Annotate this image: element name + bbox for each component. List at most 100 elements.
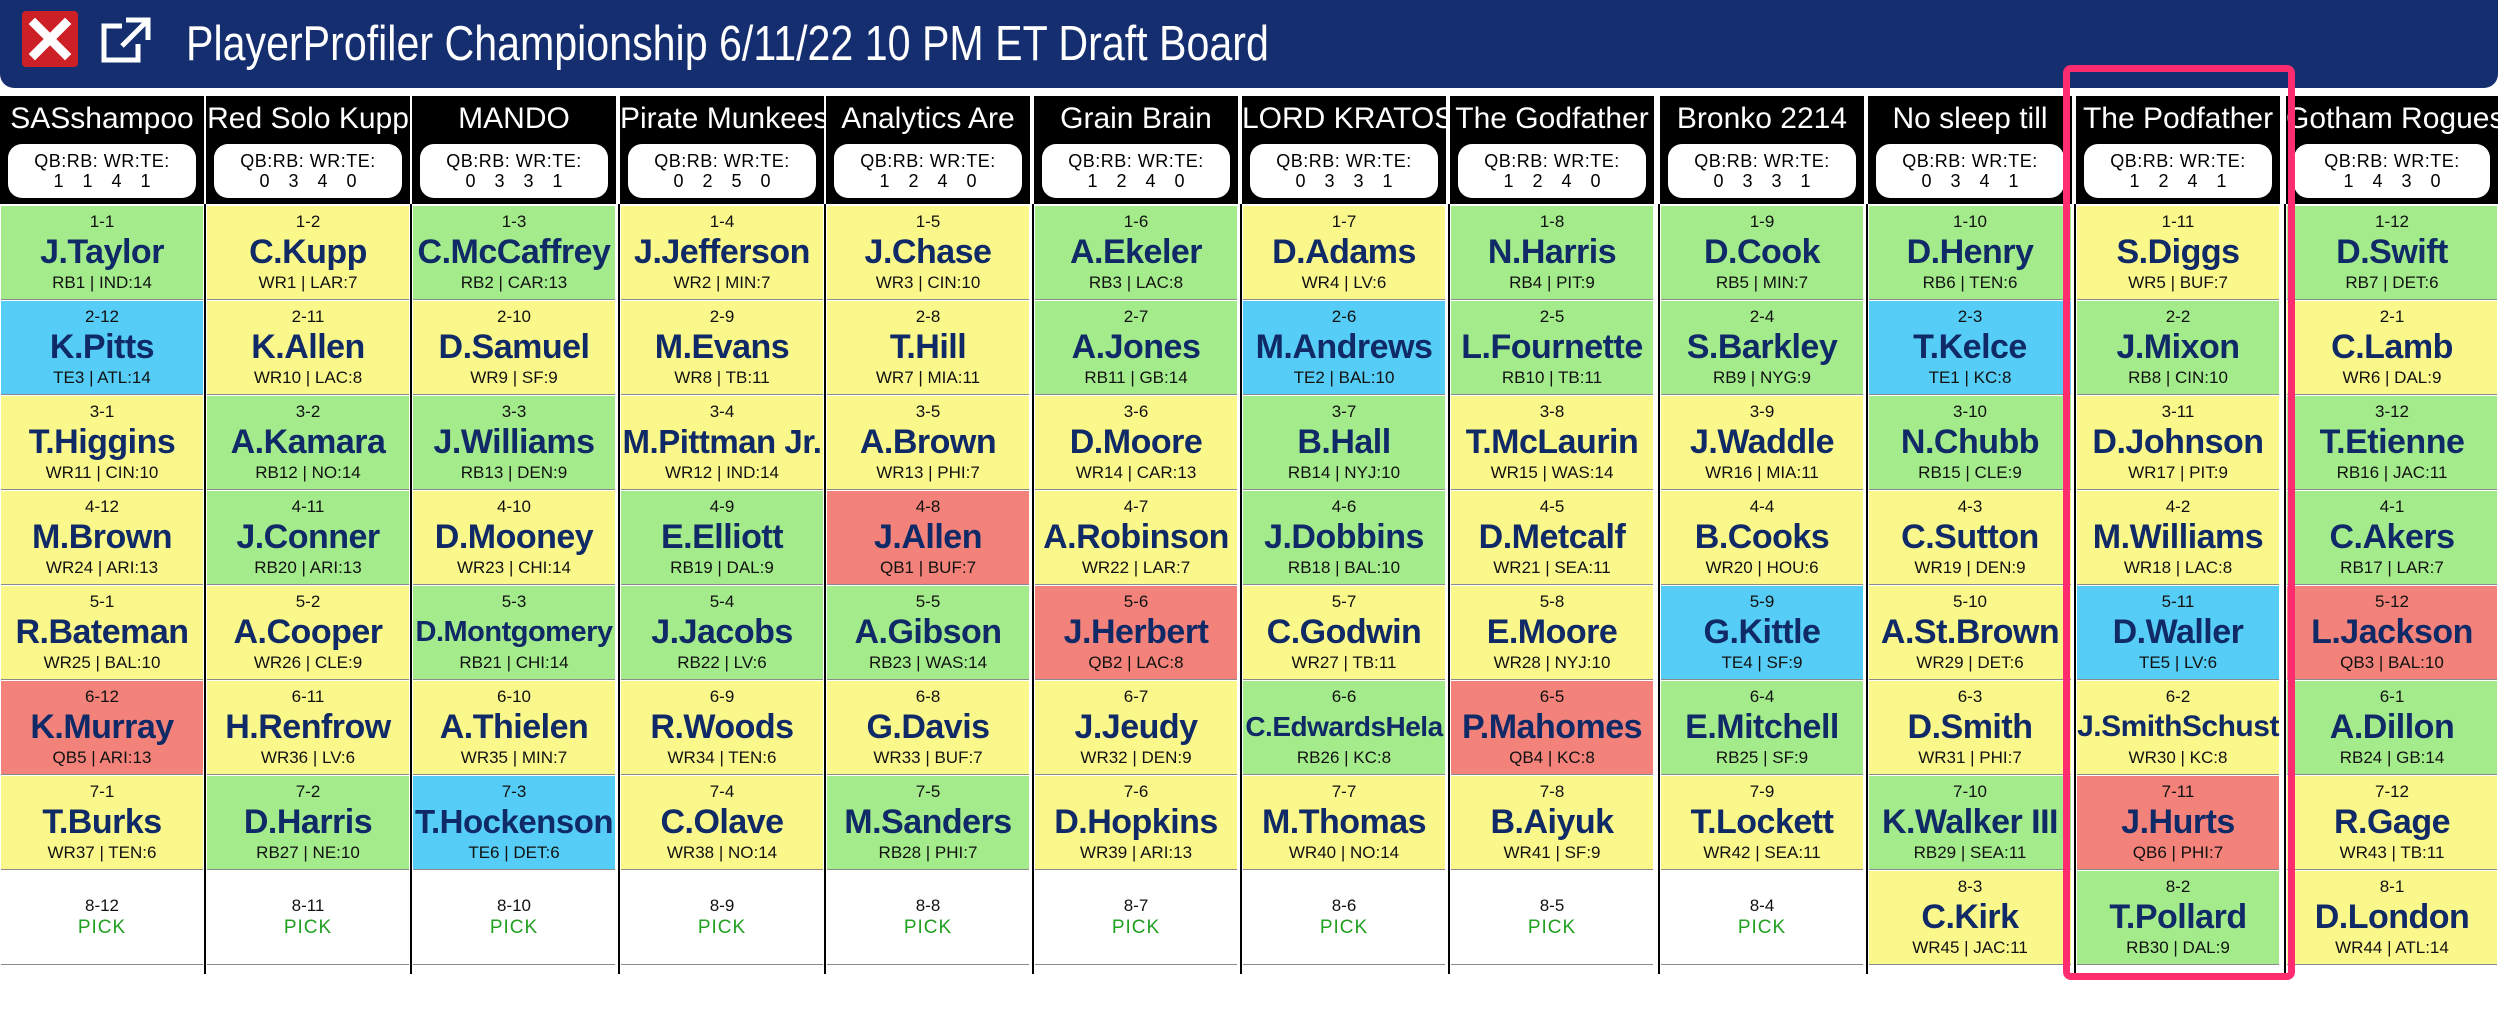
pick-cell[interactable]: 7-12 R.Gage WR43 | TB:11 xyxy=(2287,776,2497,870)
pick-cell[interactable]: 3-12 T.Etienne RB16 | JAC:11 xyxy=(2287,396,2497,490)
pick-cell[interactable]: 1-8 N.Harris RB4 | PIT:9 xyxy=(1451,206,1653,300)
pick-cell[interactable]: 5-8 E.Moore WR28 | NYJ:10 xyxy=(1451,586,1653,680)
pick-cell[interactable]: 1-10 D.Henry RB6 | TEN:6 xyxy=(1869,206,2071,300)
pick-cell[interactable]: 2-5 L.Fournette RB10 | TB:11 xyxy=(1451,301,1653,395)
pick-cell[interactable]: 1-12 D.Swift RB7 | DET:6 xyxy=(2287,206,2497,300)
pick-cell[interactable]: 2-2 J.Mixon RB8 | CIN:10 xyxy=(2077,301,2279,395)
pick-cell[interactable]: 1-2 C.Kupp WR1 | LAR:7 xyxy=(207,206,409,300)
team-header[interactable]: The Godfather QB:RB: WR:TE: 1 2 4 0 xyxy=(1450,96,1654,204)
pick-cell[interactable]: 1-11 S.Diggs WR5 | BUF:7 xyxy=(2077,206,2279,300)
pick-cell[interactable]: 3-6 D.Moore WR14 | CAR:13 xyxy=(1035,396,1237,490)
pick-cell[interactable]: 6-6 C.EdwardsHela RB26 | KC:8 xyxy=(1243,681,1445,775)
open-pick-slot[interactable]: 8-4 PICK xyxy=(1661,871,1863,965)
pick-cell[interactable]: 6-9 R.Woods WR34 | TEN:6 xyxy=(621,681,823,775)
pick-cell[interactable]: 1-4 J.Jefferson WR2 | MIN:7 xyxy=(621,206,823,300)
pick-cell[interactable]: 7-1 T.Burks WR37 | TEN:6 xyxy=(1,776,203,870)
team-header[interactable]: Pirate Munkees QB:RB: WR:TE: 0 2 5 0 xyxy=(620,96,824,204)
open-pick-slot[interactable]: 8-7 PICK xyxy=(1035,871,1237,965)
pick-cell[interactable]: 3-8 T.McLaurin WR15 | WAS:14 xyxy=(1451,396,1653,490)
pick-cell[interactable]: 7-7 M.Thomas WR40 | NO:14 xyxy=(1243,776,1445,870)
pick-cell[interactable]: 7-3 T.Hockenson TE6 | DET:6 xyxy=(413,776,615,870)
pick-cell[interactable]: 6-10 A.Thielen WR35 | MIN:7 xyxy=(413,681,615,775)
team-header[interactable]: MANDO QB:RB: WR:TE: 0 3 3 1 xyxy=(412,96,616,204)
pick-cell[interactable]: 5-5 A.Gibson RB23 | WAS:14 xyxy=(827,586,1029,680)
pick-cell[interactable]: 2-9 M.Evans WR8 | TB:11 xyxy=(621,301,823,395)
team-header[interactable]: Grain Brain QB:RB: WR:TE: 1 2 4 0 xyxy=(1034,96,1238,204)
pick-cell[interactable]: 4-1 C.Akers RB17 | LAR:7 xyxy=(2287,491,2497,585)
pick-cell[interactable]: 6-12 K.Murray QB5 | ARI:13 xyxy=(1,681,203,775)
pick-cell[interactable]: 1-7 D.Adams WR4 | LV:6 xyxy=(1243,206,1445,300)
close-button[interactable] xyxy=(22,11,78,67)
team-header[interactable]: Analytics Are QB:RB: WR:TE: 1 2 4 0 xyxy=(826,96,1030,204)
pick-cell[interactable]: 8-1 D.London WR44 | ATL:14 xyxy=(2287,871,2497,965)
pick-cell[interactable]: 2-7 A.Jones RB11 | GB:14 xyxy=(1035,301,1237,395)
pick-cell[interactable]: 1-9 D.Cook RB5 | MIN:7 xyxy=(1661,206,1863,300)
pick-cell[interactable]: 4-7 A.Robinson WR22 | LAR:7 xyxy=(1035,491,1237,585)
pick-cell[interactable]: 5-1 R.Bateman WR25 | BAL:10 xyxy=(1,586,203,680)
pick-cell[interactable]: 3-1 T.Higgins WR11 | CIN:10 xyxy=(1,396,203,490)
pick-cell[interactable]: 1-6 A.Ekeler RB3 | LAC:8 xyxy=(1035,206,1237,300)
pick-cell[interactable]: 6-11 H.Renfrow WR36 | LV:6 xyxy=(207,681,409,775)
pick-cell[interactable]: 3-5 A.Brown WR13 | PHI:7 xyxy=(827,396,1029,490)
open-pick-slot[interactable]: 8-8 PICK xyxy=(827,871,1029,965)
pick-cell[interactable]: 4-4 B.Cooks WR20 | HOU:6 xyxy=(1661,491,1863,585)
team-header[interactable]: Bronko 2214 QB:RB: WR:TE: 0 3 3 1 xyxy=(1660,96,1864,204)
pick-cell[interactable]: 7-8 B.Aiyuk WR41 | SF:9 xyxy=(1451,776,1653,870)
pick-cell[interactable]: 1-1 J.Taylor RB1 | IND:14 xyxy=(1,206,203,300)
popout-button[interactable] xyxy=(98,16,152,66)
pick-cell[interactable]: 4-2 M.Williams WR18 | LAC:8 xyxy=(2077,491,2279,585)
team-header[interactable]: LORD KRATOS QB:RB: WR:TE: 0 3 3 1 xyxy=(1242,96,1446,204)
pick-cell[interactable]: 4-8 J.Allen QB1 | BUF:7 xyxy=(827,491,1029,585)
team-header[interactable]: Gotham Rogues QB:RB: WR:TE: 1 4 3 0 xyxy=(2286,96,2498,204)
pick-cell[interactable]: 6-1 A.Dillon RB24 | GB:14 xyxy=(2287,681,2497,775)
pick-cell[interactable]: 3-3 J.Williams RB13 | DEN:9 xyxy=(413,396,615,490)
pick-cell[interactable]: 6-2 J.SmithSchust WR30 | KC:8 xyxy=(2077,681,2279,775)
pick-cell[interactable]: 7-9 T.Lockett WR42 | SEA:11 xyxy=(1661,776,1863,870)
pick-cell[interactable]: 6-8 G.Davis WR33 | BUF:7 xyxy=(827,681,1029,775)
pick-cell[interactable]: 4-11 J.Conner RB20 | ARI:13 xyxy=(207,491,409,585)
pick-cell[interactable]: 3-9 J.Waddle WR16 | MIA:11 xyxy=(1661,396,1863,490)
pick-cell[interactable]: 4-10 D.Mooney WR23 | CHI:14 xyxy=(413,491,615,585)
pick-cell[interactable]: 4-6 J.Dobbins RB18 | BAL:10 xyxy=(1243,491,1445,585)
pick-cell[interactable]: 6-5 P.Mahomes QB4 | KC:8 xyxy=(1451,681,1653,775)
pick-cell[interactable]: 2-8 T.Hill WR7 | MIA:11 xyxy=(827,301,1029,395)
pick-cell[interactable]: 3-10 N.Chubb RB15 | CLE:9 xyxy=(1869,396,2071,490)
open-pick-slot[interactable]: 8-9 PICK xyxy=(621,871,823,965)
pick-cell[interactable]: 5-2 A.Cooper WR26 | CLE:9 xyxy=(207,586,409,680)
team-header[interactable]: Red Solo Kupp QB:RB: WR:TE: 0 3 4 0 xyxy=(206,96,410,204)
pick-cell[interactable]: 1-5 J.Chase WR3 | CIN:10 xyxy=(827,206,1029,300)
pick-cell[interactable]: 4-5 D.Metcalf WR21 | SEA:11 xyxy=(1451,491,1653,585)
pick-cell[interactable]: 5-6 J.Herbert QB2 | LAC:8 xyxy=(1035,586,1237,680)
pick-cell[interactable]: 2-10 D.Samuel WR9 | SF:9 xyxy=(413,301,615,395)
pick-cell[interactable]: 5-12 L.Jackson QB3 | BAL:10 xyxy=(2287,586,2497,680)
pick-cell[interactable]: 5-11 D.Waller TE5 | LV:6 xyxy=(2077,586,2279,680)
team-header[interactable]: The Podfather QB:RB: WR:TE: 1 2 4 1 xyxy=(2076,96,2280,204)
pick-cell[interactable]: 7-11 J.Hurts QB6 | PHI:7 xyxy=(2077,776,2279,870)
pick-cell[interactable]: 1-3 C.McCaffrey RB2 | CAR:13 xyxy=(413,206,615,300)
open-pick-slot[interactable]: 8-12 PICK xyxy=(1,871,203,965)
pick-cell[interactable]: 8-3 C.Kirk WR45 | JAC:11 xyxy=(1869,871,2071,965)
pick-cell[interactable]: 2-3 T.Kelce TE1 | KC:8 xyxy=(1869,301,2071,395)
pick-cell[interactable]: 3-7 B.Hall RB14 | NYJ:10 xyxy=(1243,396,1445,490)
pick-cell[interactable]: 5-9 G.Kittle TE4 | SF:9 xyxy=(1661,586,1863,680)
pick-cell[interactable]: 7-2 D.Harris RB27 | NE:10 xyxy=(207,776,409,870)
pick-cell[interactable]: 3-11 D.Johnson WR17 | PIT:9 xyxy=(2077,396,2279,490)
pick-cell[interactable]: 5-3 D.Montgomery RB21 | CHI:14 xyxy=(413,586,615,680)
open-pick-slot[interactable]: 8-11 PICK xyxy=(207,871,409,965)
pick-cell[interactable]: 4-3 C.Sutton WR19 | DEN:9 xyxy=(1869,491,2071,585)
open-pick-slot[interactable]: 8-10 PICK xyxy=(413,871,615,965)
pick-cell[interactable]: 8-2 T.Pollard RB30 | DAL:9 xyxy=(2077,871,2279,965)
open-pick-slot[interactable]: 8-6 PICK xyxy=(1243,871,1445,965)
pick-cell[interactable]: 3-2 A.Kamara RB12 | NO:14 xyxy=(207,396,409,490)
pick-cell[interactable]: 5-4 J.Jacobs RB22 | LV:6 xyxy=(621,586,823,680)
pick-cell[interactable]: 2-4 S.Barkley RB9 | NYG:9 xyxy=(1661,301,1863,395)
pick-cell[interactable]: 6-7 J.Jeudy WR32 | DEN:9 xyxy=(1035,681,1237,775)
pick-cell[interactable]: 3-4 M.Pittman Jr. WR12 | IND:14 xyxy=(621,396,823,490)
pick-cell[interactable]: 5-10 A.St.Brown WR29 | DET:6 xyxy=(1869,586,2071,680)
pick-cell[interactable]: 5-7 C.Godwin WR27 | TB:11 xyxy=(1243,586,1445,680)
pick-cell[interactable]: 2-11 K.Allen WR10 | LAC:8 xyxy=(207,301,409,395)
pick-cell[interactable]: 7-6 D.Hopkins WR39 | ARI:13 xyxy=(1035,776,1237,870)
pick-cell[interactable]: 6-4 E.Mitchell RB25 | SF:9 xyxy=(1661,681,1863,775)
team-header[interactable]: No sleep till QB:RB: WR:TE: 0 3 4 1 xyxy=(1868,96,2072,204)
open-pick-slot[interactable]: 8-5 PICK xyxy=(1451,871,1653,965)
